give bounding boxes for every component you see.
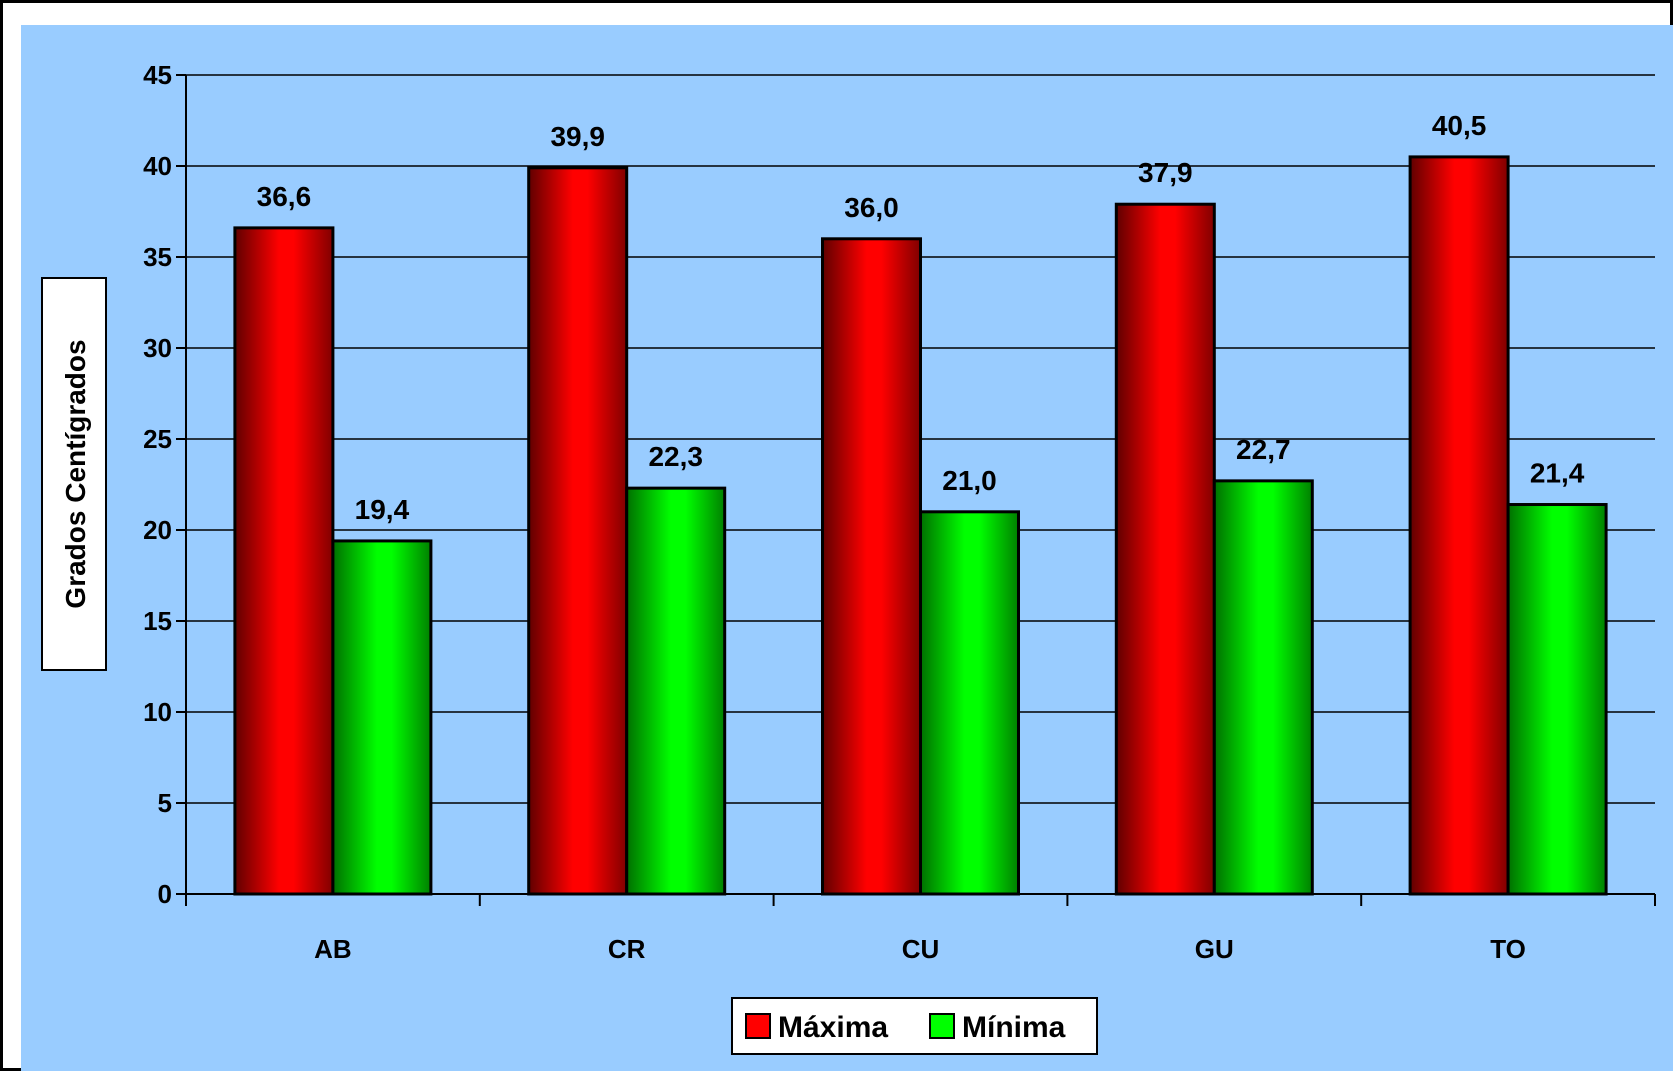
bar-máxima-to (1408, 155, 1510, 896)
axes (176, 74, 1656, 906)
y-tick-label: 20 (143, 515, 172, 545)
bar-máxima-gu (1114, 202, 1216, 896)
y-tick-label: 15 (143, 606, 172, 636)
data-label: 22,7 (1236, 434, 1291, 465)
y-tick-label: 35 (143, 242, 172, 272)
bar-máxima-ab (233, 226, 335, 896)
bar-mínima-cr (625, 486, 727, 896)
legend: Máxima Mínima (731, 997, 1098, 1055)
data-label: 21,0 (942, 465, 997, 496)
bar-máxima-cu (821, 237, 922, 896)
y-axis-title: Grados Centígrados (60, 339, 91, 608)
y-tick-label: 40 (143, 151, 172, 181)
x-tick-label: TO (1490, 934, 1526, 964)
legend-label-maxima: Máxima (778, 1011, 888, 1044)
y-tick-label: 0 (158, 879, 172, 909)
y-tick-label: 30 (143, 333, 172, 363)
legend-swatch-maxima (745, 1013, 771, 1039)
data-label: 40,5 (1432, 110, 1487, 141)
legend-label-minima: Mínima (962, 1011, 1066, 1044)
x-tick-label: AB (314, 934, 352, 964)
labels: 0 5 10 15 20 25 30 35 40 45 36,6 19,4 AB 39,9 22,3 CR 36… (143, 60, 1585, 964)
bars (233, 155, 1608, 896)
bar-mínima-cu (919, 510, 1020, 896)
bar-mínima-ab (331, 539, 433, 896)
data-label: 21,4 (1530, 458, 1585, 489)
y-tick-label: 5 (158, 788, 172, 818)
y-tick-label: 25 (143, 424, 172, 454)
data-label: 37,9 (1138, 157, 1193, 188)
data-label: 36,6 (257, 181, 312, 212)
bar-mínima-gu (1212, 479, 1314, 896)
bar-máxima-cr (527, 166, 629, 896)
bar-mínima-to (1506, 503, 1608, 896)
y-axis-title-box: Grados Centígrados (41, 277, 107, 671)
x-tick-label: CU (902, 934, 940, 964)
y-tick-label: 10 (143, 697, 172, 727)
y-tick-label: 45 (143, 60, 172, 90)
x-tick-label: GU (1195, 934, 1234, 964)
legend-swatch-minima (929, 1013, 955, 1039)
data-label: 22,3 (648, 441, 703, 472)
x-tick-label: CR (608, 934, 646, 964)
data-label: 39,9 (550, 121, 605, 152)
data-label: 19,4 (355, 494, 410, 525)
data-label: 36,0 (844, 192, 899, 223)
